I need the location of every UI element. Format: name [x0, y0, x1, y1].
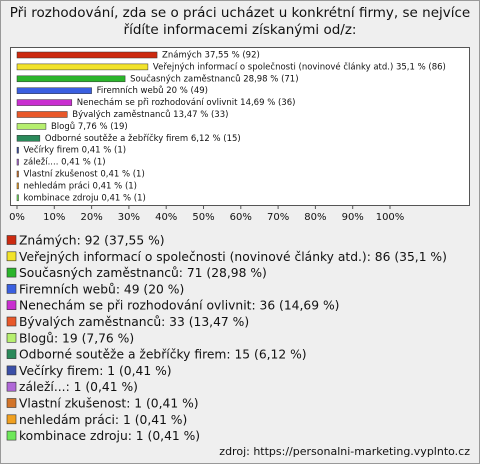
bar [16, 182, 19, 190]
source: zdroj: https://personalni-marketing.vypl… [219, 445, 470, 458]
legend-label: Současných zaměstnanců: 71 (28,98 %) [19, 266, 267, 280]
legend-swatch [6, 332, 17, 343]
bar [16, 146, 19, 154]
legend-swatch [6, 398, 17, 408]
data-label: Firemních webů 20 % (49) [97, 85, 208, 96]
data-label: Blogů 7,76 % (19) [51, 121, 128, 132]
legend-label: Vlastní zkušenost: 1 (0,41 %) [19, 397, 199, 411]
data-label: kombinace zdroju 0,41 % (1) [24, 193, 146, 203]
bar [16, 99, 73, 106]
data-label: Odborné soutěže a žebříčky firem 6,12 % … [45, 133, 241, 144]
legend-label: Nenechám se při rozhodování ovlivnit: 36… [19, 299, 339, 313]
legend-label: Bývalých zaměstnanců: 33 (13,47 %) [19, 315, 249, 329]
legend-label: Známých: 92 (37,55 %) [19, 234, 165, 248]
x-tick-label: 100% [376, 212, 405, 223]
legend-swatch [6, 365, 17, 376]
data-label: záleží.... 0,41 % (1) [24, 158, 106, 168]
x-tick-label: 50% [192, 212, 214, 223]
data-label: Večírky firem 0,41 % (1) [24, 145, 127, 156]
bar [16, 170, 19, 178]
legend-label: záleží...: 1 (0,41 %) [19, 380, 138, 394]
plot-area [10, 47, 470, 206]
legend-label: Blogů: 19 (7,76 %) [19, 331, 134, 345]
legend-swatch [6, 284, 17, 294]
x-tick-label: 70% [267, 212, 289, 223]
x-tick-label: 20% [80, 212, 102, 223]
legend-label: Odborné soutěže a žebříčky firem: 15 (6,… [19, 348, 307, 362]
chart-title: řídíte informacemi získanými od/z: [124, 22, 357, 38]
legend-swatch [6, 251, 17, 262]
legend-swatch [6, 381, 17, 392]
bar [16, 63, 149, 71]
legend-swatch [6, 235, 17, 245]
x-tick-label: 10% [43, 212, 65, 223]
legend-swatch [6, 300, 17, 311]
x-tick-label: 80% [304, 212, 326, 223]
x-tick-label: 60% [230, 212, 252, 223]
data-label: Současných zaměstnanců 28,98 % (71) [130, 73, 298, 84]
bar [16, 111, 68, 118]
x-tick-label: 0% [9, 212, 25, 223]
bar [16, 51, 158, 59]
data-label: Známých 37,55 % (92) [162, 51, 260, 61]
data-label: Veřejných informací o společnosti (novin… [153, 61, 446, 72]
data-label: Bývalých zaměstnanců 13,47 % (33) [72, 109, 228, 120]
bar [16, 158, 19, 166]
data-label: Nenechám se při rozhodování ovlivnit 14,… [77, 98, 296, 108]
legend-swatch [6, 430, 17, 441]
legend-label: kombinace zdroju: 1 (0,41 %) [19, 429, 200, 443]
bar [16, 75, 126, 83]
data-label: nehledám práci 0,41 % (1) [24, 181, 137, 191]
legend-label: Firemních webů: 49 (20 %) [19, 282, 184, 296]
bar [16, 87, 92, 94]
x-tick-label: 40% [155, 212, 177, 223]
bar [16, 194, 19, 202]
chart-title: Při rozhodování, zda se o práci ucházet … [10, 5, 470, 21]
legend-label: Veřejných informací o společnosti (novin… [19, 250, 447, 264]
bar [16, 123, 47, 130]
legend-label: Večírky firem: 1 (0,41 %) [19, 364, 172, 378]
bar [16, 135, 41, 142]
legend-swatch [6, 349, 17, 359]
x-tick-label: 90% [342, 212, 364, 223]
x-tick-label: 30% [118, 212, 140, 223]
legend-swatch [6, 414, 17, 425]
legend-swatch [6, 316, 17, 327]
legend-label: nehledám práci: 1 (0,41 %) [19, 413, 187, 427]
data-label: Vlastní zkušenost 0,41 % (1) [24, 169, 145, 180]
legend-swatch [6, 267, 17, 278]
